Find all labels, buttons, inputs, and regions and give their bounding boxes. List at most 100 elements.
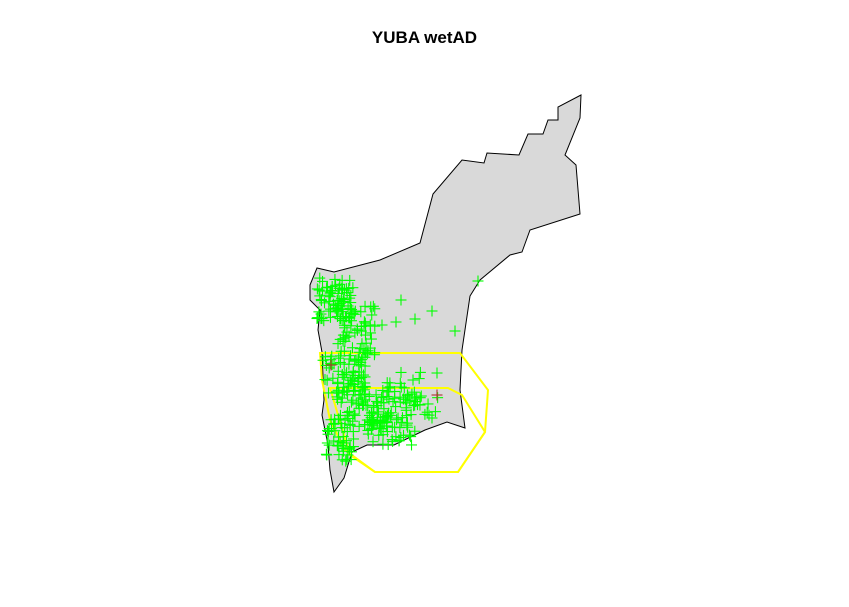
observation-marker (367, 436, 379, 448)
observation-marker (368, 349, 380, 361)
observation-marker (348, 433, 360, 445)
observation-marker (321, 374, 333, 386)
observation-marker (389, 421, 401, 433)
observation-marker (342, 412, 354, 424)
observation-marker (422, 398, 434, 410)
observation-marker (407, 374, 419, 386)
observation-marker (426, 305, 438, 317)
observation-marker (320, 448, 332, 460)
observation-marker (332, 338, 344, 350)
observation-marker (349, 355, 361, 367)
observation-marker (321, 282, 333, 294)
observation-marker (406, 439, 418, 451)
observation-marker (344, 292, 356, 304)
observation-marker (395, 416, 407, 428)
observation-marker (332, 378, 344, 390)
observation-marker (345, 320, 357, 332)
observation-marker (337, 306, 349, 318)
observation-marker (421, 406, 433, 418)
observation-marker (360, 337, 372, 349)
observation-marker (347, 415, 359, 427)
observation-marker (377, 438, 389, 450)
observation-marker (357, 382, 369, 394)
observation-marker (413, 373, 425, 385)
observation-marker (377, 429, 389, 441)
observation-marker (409, 313, 421, 325)
range-polygon (328, 387, 487, 473)
observation-marker (409, 399, 421, 411)
observation-marker (372, 397, 384, 409)
observation-marker (323, 362, 335, 374)
observation-marker (359, 329, 371, 341)
observation-marker (359, 360, 371, 372)
observation-marker (338, 358, 350, 370)
observation-marker (344, 374, 356, 386)
observation-marker (339, 322, 351, 334)
observation-marker (343, 380, 355, 392)
observation-marker (400, 404, 412, 416)
observation-marker (338, 371, 350, 383)
observation-marker (426, 412, 438, 424)
observation-marker (402, 391, 414, 403)
observation-marker (324, 291, 336, 303)
observation-marker (336, 368, 348, 380)
observation-marker (355, 392, 367, 404)
observation-marker (332, 413, 344, 425)
highlight-marker (431, 389, 443, 401)
observation-marker (368, 417, 380, 429)
observation-marker (346, 342, 358, 354)
observation-marker (311, 283, 323, 295)
observation-marker (395, 366, 407, 378)
observation-marker (346, 304, 358, 316)
observation-marker (351, 323, 363, 335)
observation-marker (362, 424, 374, 436)
highlight-marker (325, 359, 337, 371)
observation-marker (338, 294, 350, 306)
observation-marker (343, 405, 355, 417)
observation-marker (338, 386, 350, 398)
observation-marker (344, 274, 356, 286)
observation-marker (338, 284, 350, 296)
observation-marker (390, 401, 402, 413)
observation-marker (429, 406, 441, 418)
observation-marker (343, 282, 355, 294)
observation-marker (321, 425, 333, 437)
observation-marker (335, 396, 347, 408)
observation-marker (353, 420, 365, 432)
observation-marker (349, 409, 361, 421)
observation-marker (313, 284, 325, 296)
observation-marker (364, 327, 376, 339)
observation-marker (313, 306, 325, 318)
observation-marker (323, 305, 335, 317)
county-boundary (309, 94, 582, 494)
observation-marker (373, 429, 385, 441)
observation-marker (408, 386, 420, 398)
observation-marker (348, 408, 360, 420)
observation-marker (341, 426, 353, 438)
observation-marker (365, 416, 377, 428)
observation-marker (431, 367, 443, 379)
observation-marker (333, 352, 345, 364)
observation-marker (423, 409, 435, 421)
observation-marker (324, 311, 336, 323)
observation-marker (347, 394, 359, 406)
observation-marker (341, 406, 353, 418)
observation-marker (366, 309, 378, 321)
observation-marker (390, 316, 402, 328)
observation-marker (323, 289, 335, 301)
observation-marker (345, 289, 357, 301)
observation-marker (381, 391, 393, 403)
observation-marker (359, 371, 371, 383)
observation-marker (401, 417, 413, 429)
observation-marker (372, 406, 384, 418)
observation-marker (369, 320, 381, 332)
observation-marker (370, 389, 382, 401)
observation-marker (384, 377, 396, 389)
observation-marker (383, 393, 395, 405)
observation-marker (327, 372, 339, 384)
observation-marker (323, 439, 335, 451)
observation-marker (383, 382, 395, 394)
observation-marker (377, 384, 389, 396)
observation-marker (369, 303, 381, 315)
